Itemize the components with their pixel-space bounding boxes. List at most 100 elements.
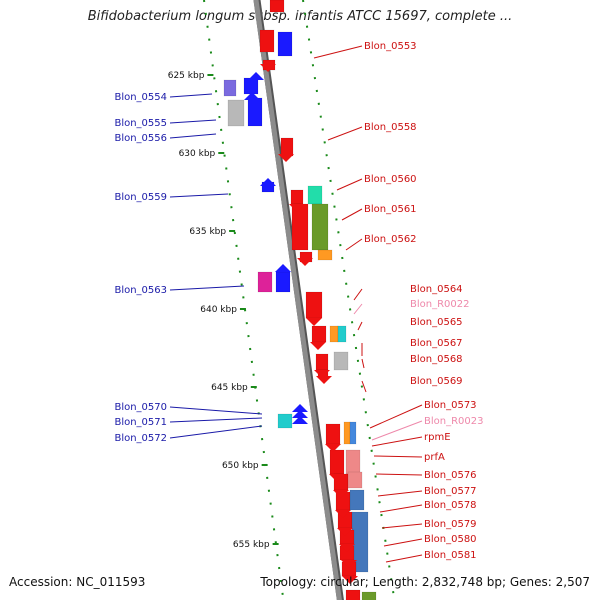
gene-block [290, 189, 304, 205]
gene-block [337, 325, 347, 343]
gene-block [311, 203, 329, 251]
gene-label-right: Blon_0564 [410, 284, 463, 295]
gene-block [280, 137, 294, 157]
gene-block [227, 99, 245, 127]
strand-arrow-icon [297, 258, 313, 266]
gene-label-left: Blon_0563 [114, 285, 167, 296]
gene-block [275, 271, 291, 293]
label-leader-line [379, 504, 423, 513]
gene-block [277, 413, 293, 429]
gene-block [247, 97, 263, 127]
kbp-tick-label: 640 kbp [200, 305, 237, 315]
label-leader-line [341, 208, 363, 221]
label-leader-line [345, 238, 363, 251]
label-leader-line [169, 406, 263, 415]
gene-label-right: rpmE [424, 432, 451, 443]
gene-label-right: Blon_0567 [410, 338, 463, 349]
label-leader-line [313, 45, 363, 59]
gene-label-right: Blon_0562 [364, 234, 417, 245]
strand-arrow-icon [292, 416, 308, 424]
gene-block [269, 0, 285, 13]
strand-arrow-icon [260, 64, 276, 72]
label-leader-line [169, 193, 229, 198]
label-leader-line [369, 404, 423, 429]
gene-label-right: prfA [424, 452, 445, 463]
accession-text: Accession: NC_011593 [9, 575, 146, 589]
strand-arrow-icon [325, 444, 341, 452]
gene-label-right: Blon_0558 [364, 122, 417, 133]
strand-arrow-icon [292, 404, 308, 412]
gene-label-right: Blon_0579 [424, 519, 477, 530]
gene-block [345, 449, 361, 475]
strand-arrow-icon [314, 370, 330, 378]
gene-label-left: Blon_0570 [114, 402, 167, 413]
gene-block [311, 325, 327, 343]
kbp-tick-label: 635 kbp [189, 227, 226, 237]
gene-block [259, 29, 275, 53]
gene-block [317, 249, 333, 261]
kbp-tick-label: 645 kbp [211, 383, 248, 393]
kbp-tick-label: 655 kbp [233, 540, 270, 550]
gene-block [291, 203, 309, 251]
label-leader-line [327, 126, 363, 141]
label-leader-line [377, 490, 423, 497]
gene-block [277, 31, 293, 57]
strand-arrow-icon [275, 264, 291, 272]
label-leader-line [383, 538, 423, 547]
label-leader-line [169, 119, 217, 124]
strand-arrow-icon [329, 474, 345, 482]
strand-arrow-icon [244, 92, 260, 100]
label-leader-line [361, 380, 367, 393]
label-leader-line [381, 523, 423, 529]
gene-block [257, 271, 273, 293]
gene-block [325, 423, 341, 445]
label-leader-line [357, 321, 363, 331]
gene-label-left: Blon_0554 [114, 92, 167, 103]
gene-block [345, 589, 361, 600]
label-leader-line [353, 303, 363, 315]
genome-title: Bifidobacterium longum subsp. infantis A… [87, 9, 513, 24]
gene-block [223, 79, 237, 97]
genome-summary-text: Topology: circular; Length: 2,832,748 bp… [260, 575, 590, 589]
strand-arrow-icon [289, 204, 305, 212]
gene-label-left: Blon_0555 [114, 118, 167, 129]
strand-arrow-icon [341, 560, 357, 568]
strand-arrow-icon [292, 410, 308, 418]
gene-block [347, 471, 363, 489]
label-leader-line [169, 93, 213, 98]
strand-arrow-icon [339, 544, 355, 552]
gene-block [315, 353, 329, 371]
kbp-tick-label: 625 kbp [168, 71, 205, 81]
gene-label-right: Blon_0581 [424, 550, 477, 561]
gene-label-right: Blon_0561 [364, 204, 417, 215]
strand-arrow-icon [333, 490, 349, 498]
chromosome-backbone [253, 0, 344, 600]
gene-label-right: Blon_0560 [364, 174, 417, 185]
gene-label-left: Blon_0572 [114, 433, 167, 444]
gene-label-left: Blon_0556 [114, 133, 167, 144]
gene-block [361, 591, 377, 600]
strand-arrow-icon [316, 376, 332, 384]
gene-label-left: Blon_0559 [114, 192, 167, 203]
gene-label-right: Blon_0569 [410, 376, 463, 387]
gene-block [333, 351, 349, 371]
gene-block [243, 77, 259, 95]
label-leader-line [373, 455, 423, 458]
gene-label-right: Blon_0578 [424, 500, 477, 511]
strand-arrow-icon [335, 510, 351, 518]
label-leader-line [371, 420, 423, 441]
gene-block [307, 185, 323, 205]
label-leader-line [169, 425, 263, 439]
gene-block [349, 421, 357, 445]
strand-arrow-icon [306, 318, 322, 326]
gene-label-right: Blon_0580 [424, 534, 477, 545]
backbone-line [253, 0, 342, 600]
strand-arrow-icon [342, 576, 358, 584]
label-leader-line [385, 554, 423, 563]
gene-label-right: Blon_R0022 [410, 299, 470, 310]
kbp-ticks: 625 kbp 630 kbp 635 kbp 640 kbp 645 kbp 650 k… [168, 71, 279, 550]
label-leader-line [336, 178, 363, 191]
gene-label-left: Blon_0571 [114, 417, 167, 428]
